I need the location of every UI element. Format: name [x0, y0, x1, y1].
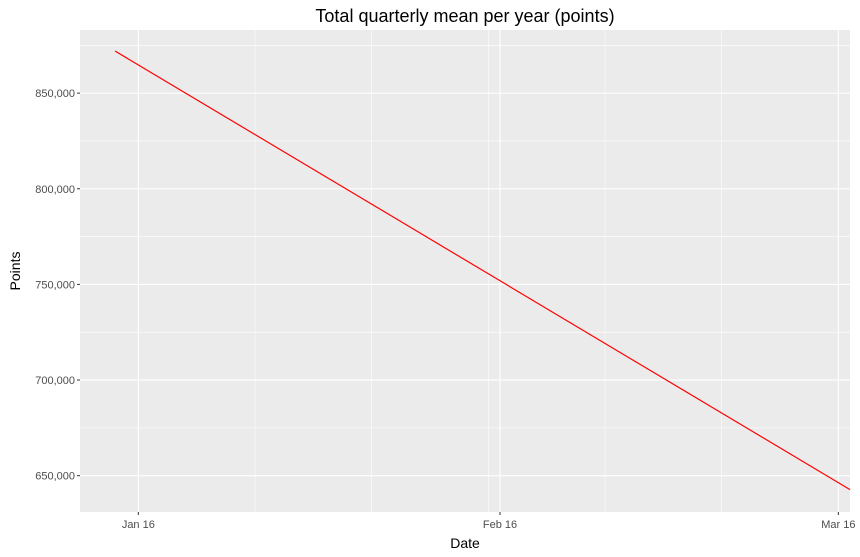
- y-tick-label: 850,000: [35, 88, 75, 100]
- series-layer: [114, 50, 851, 491]
- minor-gridlines: [80, 30, 850, 512]
- x-tick-label: Jan 16: [122, 519, 155, 531]
- y-tick-label: 650,000: [35, 471, 75, 483]
- x-tick-label: Feb 16: [483, 519, 517, 531]
- y-tick-label: 800,000: [35, 184, 75, 196]
- y-axis: 650,000 700,000 750,000 800,000 850,000: [35, 88, 80, 483]
- plot-panel: [80, 30, 850, 512]
- y-axis-title: Points: [7, 252, 23, 291]
- major-gridlines: [80, 30, 850, 512]
- x-axis: Jan 16 Feb 16 Mar 16: [122, 512, 855, 531]
- series-line: [114, 50, 851, 491]
- x-tick-label: Mar 16: [821, 519, 855, 531]
- y-tick-label: 750,000: [35, 279, 75, 291]
- x-axis-title: Date: [450, 535, 480, 551]
- chart-title: Total quarterly mean per year (points): [315, 6, 614, 26]
- y-tick-label: 700,000: [35, 375, 75, 387]
